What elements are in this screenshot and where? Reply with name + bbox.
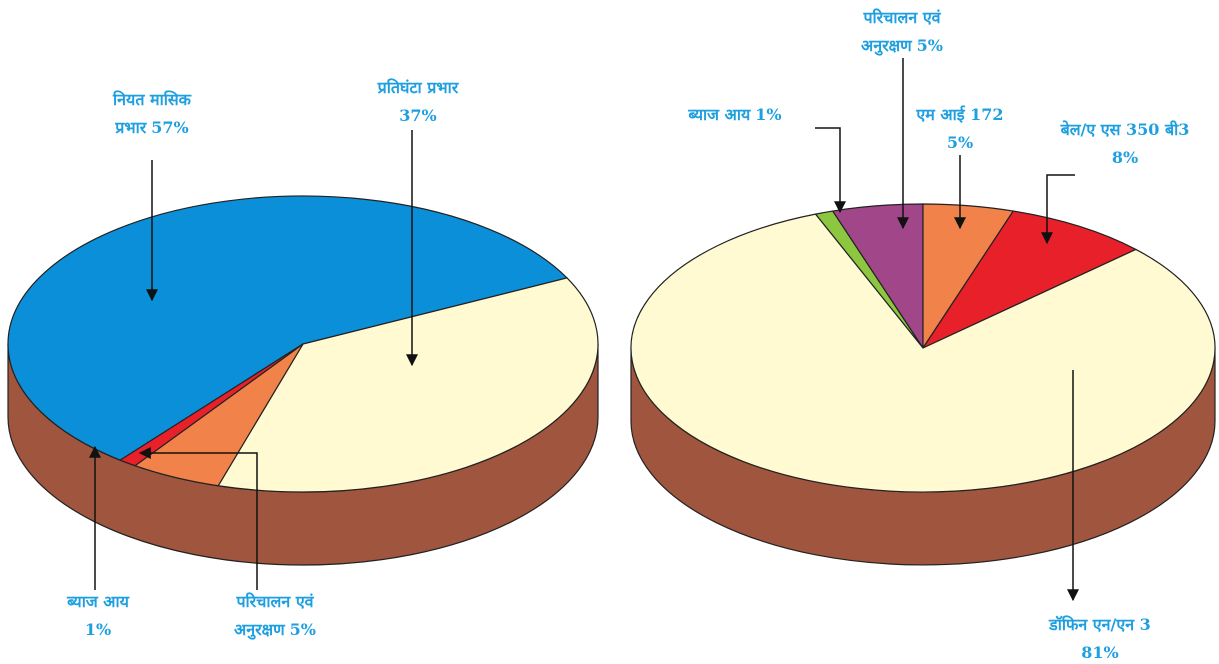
label-line: अनुरक्षण <box>234 620 286 640</box>
slice-label: बेल/ए एस 350 बी3 8% <box>1060 120 1190 167</box>
value-label: 5% <box>917 36 943 55</box>
value-label: 1% <box>755 105 781 124</box>
label-line: डॉफिन एन/एन 3 <box>1048 615 1151 634</box>
pie-slice <box>118 343 304 467</box>
label-line: बेल/ए एस 350 बी3 <box>1060 120 1190 139</box>
label-line: नियत मासिक <box>112 90 192 109</box>
slice-label: परिचालन एवं अनुरक्षण 5% <box>234 592 316 640</box>
label-line: ब्याज आय <box>66 592 130 611</box>
value-label: 5% <box>947 133 973 152</box>
label-line: एम आई 172 <box>915 105 1003 124</box>
pie-slice <box>7 195 569 461</box>
label-line: प्रभार <box>114 118 147 137</box>
label-line: परिचालन एवं <box>862 8 941 27</box>
leader-arrow <box>815 127 846 214</box>
slice-label: ब्याज आय 1% <box>687 105 781 124</box>
value-label: 5% <box>290 620 316 639</box>
value-label: 57% <box>151 118 188 137</box>
label-line: अनुरक्षण <box>861 36 913 56</box>
slice-label: प्रतिघंटा प्रभार 37% <box>377 78 460 125</box>
slice-label: डॉफिन एन/एन 3 81% <box>1048 615 1151 662</box>
label-line: परिचालन एवं <box>235 592 314 611</box>
leader-arrow <box>1041 174 1075 245</box>
label-line: ब्याज आय <box>687 105 751 124</box>
slice-label: परिचालन एवं अनुरक्षण 5% <box>861 8 943 56</box>
value-label: 8% <box>1112 148 1138 167</box>
slice-label: नियत मासिक प्रभार 57% <box>112 90 192 137</box>
value-label: 81% <box>1081 643 1118 662</box>
value-label: 1% <box>85 620 111 639</box>
label-line: प्रतिघंटा प्रभार <box>377 78 460 97</box>
slice-label: ब्याज आय 1% <box>66 592 130 639</box>
pie-slice <box>630 213 1216 493</box>
leader-arrow <box>138 447 258 590</box>
pie-slice <box>921 210 1138 350</box>
slice-label: एम आई 172 5% <box>915 105 1003 152</box>
pie-slice <box>217 277 599 493</box>
value-label: 37% <box>399 106 436 125</box>
